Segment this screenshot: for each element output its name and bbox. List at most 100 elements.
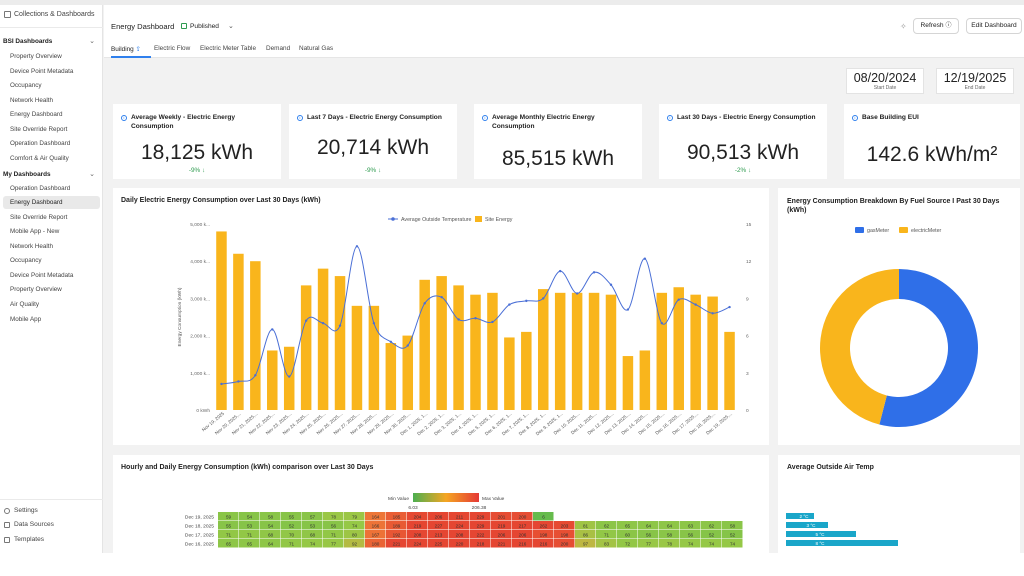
- heatmap-cell-value: 206: [519, 532, 527, 537]
- tab-natural-gas[interactable]: Natural Gas: [299, 45, 334, 52]
- heatmap-cell-value: 71: [226, 532, 232, 537]
- heatmap-cell-value: 52: [730, 532, 736, 537]
- end-date-value: 12/19/2025: [943, 71, 1007, 85]
- info-icon[interactable]: i: [667, 115, 673, 121]
- edit-dashboard-button[interactable]: Edit Dashboard: [966, 18, 1022, 34]
- air-temp-chart: 2 °C 3 °C 5 °C 8 °C: [786, 513, 898, 546]
- sidebar-item-occupancy[interactable]: Occupancy: [10, 257, 42, 264]
- heatmap-row-label: Dec 19, 2025: [185, 515, 214, 521]
- y-axis-label: Energy Consumption (kWh): [177, 287, 183, 346]
- bar-site-energy: [419, 279, 430, 410]
- heatmap-cell: [386, 512, 407, 521]
- y-tick-label: 1,000 k...: [190, 371, 210, 377]
- start-date-picker[interactable]: 08/20/2024 Start Date: [846, 68, 924, 94]
- heatmap-cell: [344, 512, 365, 521]
- sidebar-item-operation-dashboard[interactable]: Operation Dashboard: [10, 140, 71, 147]
- sidebar-item-comfort-air-quality[interactable]: Comfort & Air Quality: [10, 155, 69, 162]
- bar-site-energy: [554, 292, 566, 410]
- heatmap-cell-value: 213: [435, 532, 443, 537]
- kpi-card-last7: i Last 7 Days - Electric Energy Consumpt…: [289, 104, 457, 179]
- sidebar-item-network-health[interactable]: Network Health: [10, 97, 54, 104]
- end-date-picker[interactable]: 12/19/2025 End Date: [936, 68, 1014, 94]
- tab-electric-meter-table[interactable]: Electric Meter Table: [200, 45, 256, 52]
- info-icon[interactable]: i: [121, 115, 127, 121]
- sidebar-item-device-point-metadata[interactable]: Device Point Metadata: [10, 68, 74, 75]
- collections-link[interactable]: Collections & Dashboards: [4, 11, 95, 18]
- data-sources-link[interactable]: Data Sources: [4, 521, 54, 528]
- temperature-point: [271, 328, 274, 331]
- sidebar-item-energy-dashboard-active[interactable]: Energy Dashboard: [3, 196, 100, 209]
- heatmap-cell: [218, 539, 239, 548]
- heatmap-cell-value: 83: [604, 541, 610, 546]
- settings-link[interactable]: Settings: [4, 507, 38, 514]
- sidebar-item-property-overview[interactable]: Property Overview: [10, 286, 62, 293]
- temperature-point: [508, 303, 511, 306]
- sidebar-item-air-quality[interactable]: Air Quality: [10, 301, 40, 308]
- sidebar-item-energy-dashboard[interactable]: Energy Dashboard: [10, 111, 63, 118]
- kpi-value: 18,125 kWh: [140, 141, 254, 164]
- heatmap-cell-value: 56: [688, 532, 694, 537]
- kpi-title: Average Weekly - Electric Energy Consump…: [131, 114, 236, 130]
- heatmap-cell: [281, 539, 302, 548]
- heatmap-cell: [302, 521, 323, 530]
- heatmap-cell: [218, 521, 239, 530]
- sidebar-item-site-override-report[interactable]: Site Override Report: [10, 214, 68, 221]
- divider: [0, 27, 103, 28]
- sidebar-item-occupancy[interactable]: Occupancy: [10, 82, 42, 89]
- heatmap-cell: [260, 530, 281, 539]
- heatmap-cell: [659, 539, 680, 548]
- tab-building[interactable]: Building ⇪: [111, 45, 141, 53]
- tab-electric-flow[interactable]: Electric Flow: [154, 45, 191, 52]
- info-icon[interactable]: i: [852, 115, 858, 121]
- pin-icon[interactable]: ✧: [900, 22, 907, 31]
- kpi-title: Last 7 Days - Electric Energy Consumptio…: [307, 114, 442, 121]
- sidebar-item-device-point-metadata[interactable]: Device Point Metadata: [10, 272, 74, 279]
- sidebar-item-property-overview[interactable]: Property Overview: [10, 53, 62, 60]
- kpi-card-eui: i Base Building EUI 142.6 kWh/m²: [844, 104, 1020, 179]
- sidebar-item-mobile-app[interactable]: Mobile App: [10, 316, 42, 323]
- temperature-point: [677, 298, 680, 301]
- bar-site-energy: [622, 356, 634, 410]
- heatmap-cell: [617, 539, 638, 548]
- top-bar: [0, 0, 1024, 5]
- tab-demand[interactable]: Demand: [266, 45, 291, 52]
- bar-site-energy: [334, 276, 346, 410]
- heatmap-cell-value: 55: [289, 514, 295, 519]
- y-tick-label: 2,000 k...: [190, 334, 210, 340]
- heatmap-cell: [428, 530, 449, 539]
- heatmap-cell-value: 92: [352, 541, 358, 546]
- info-icon[interactable]: i: [297, 115, 303, 121]
- refresh-button[interactable]: Refresh ⓘ: [913, 18, 959, 34]
- heatmap-cell-value: 68: [310, 532, 316, 537]
- status-dropdown[interactable]: Published ⌄: [181, 22, 234, 30]
- sidebar-item-operation-dashboard[interactable]: Operation Dashboard: [10, 185, 71, 192]
- heatmap-cell: [344, 539, 365, 548]
- bar-site-energy: [487, 292, 498, 410]
- share-icon: ⇪: [135, 46, 141, 53]
- group-header-my[interactable]: My Dashboards ⌄: [3, 171, 99, 178]
- templates-link[interactable]: Templates: [4, 536, 44, 543]
- heatmap-cell: [533, 530, 554, 539]
- heatmap-cell: [428, 521, 449, 530]
- sidebar-item-site-override-report[interactable]: Site Override Report: [10, 126, 68, 133]
- heatmap-cell-value: 56: [331, 523, 337, 528]
- temperature-point: [474, 317, 477, 320]
- heatmap-cell: [533, 512, 554, 521]
- sidebar-item-network-health[interactable]: Network Health: [10, 243, 54, 250]
- sidebar-item-mobile-app-new[interactable]: Mobile App - New: [10, 228, 60, 235]
- heatmap-min-value: 6.03: [408, 505, 418, 511]
- database-icon: [4, 521, 10, 528]
- heatmap-legend-bar: [413, 493, 479, 502]
- heatmap-cell-value: 219: [414, 523, 422, 528]
- y2-tick-label: 12: [746, 259, 752, 265]
- kpi-title: Last 30 Days - Electric Energy Consumpti…: [677, 114, 816, 121]
- info-icon[interactable]: i: [482, 115, 488, 121]
- heatmap-cell: [428, 539, 449, 548]
- heatmap-cell-value: 203: [561, 523, 569, 528]
- temperature-point: [355, 245, 359, 248]
- heatmap-cell-value: 77: [331, 541, 337, 546]
- group-header-bsi[interactable]: BSI Dashboards ⌄: [3, 38, 99, 45]
- temperature-point: [609, 283, 613, 286]
- heatmap-cell-value: 58: [667, 532, 673, 537]
- kpi-delta: -9% ↓: [364, 167, 382, 174]
